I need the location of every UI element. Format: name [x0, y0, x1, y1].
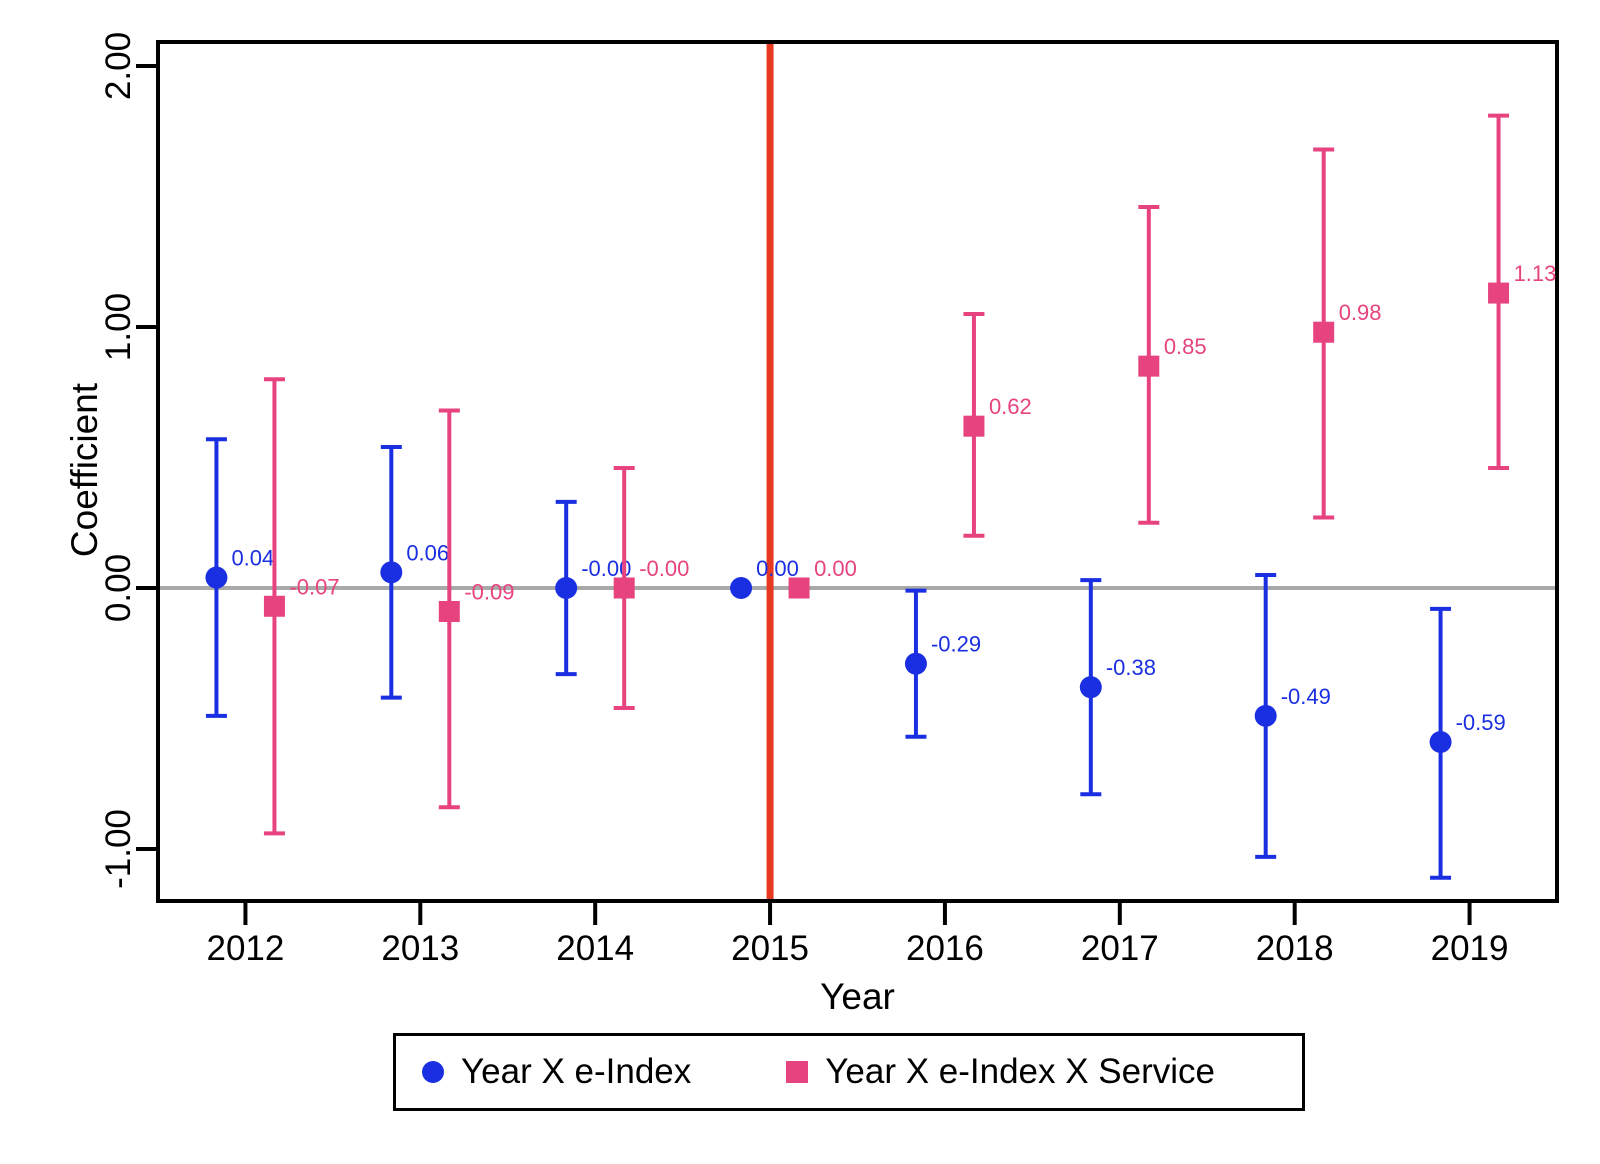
data-point-marker: [1138, 355, 1160, 377]
data-point-marker: [730, 577, 753, 599]
legend: Year X e-Index Year X e-Index X Service: [393, 1033, 1305, 1111]
legend-circle-marker-icon: [422, 1061, 444, 1083]
y-tick-label: 0.00: [99, 554, 138, 622]
data-point-marker: [438, 600, 460, 622]
data-point-label: 0.06: [406, 540, 449, 565]
data-point-label: 0.04: [231, 546, 274, 571]
x-tick-label: 2012: [207, 929, 285, 968]
data-point-label: -0.38: [1106, 655, 1156, 680]
x-tick-label: 2018: [1256, 929, 1334, 968]
data-point-label: -0.09: [464, 579, 514, 604]
data-point-marker: [788, 577, 810, 599]
x-tick-label: 2017: [1081, 929, 1159, 968]
data-point-label: -0.59: [1456, 710, 1506, 735]
data-point-label: 0.62: [989, 394, 1032, 419]
data-point-marker: [1254, 704, 1277, 727]
data-point-label: -0.29: [931, 632, 981, 657]
data-point-marker: [963, 415, 985, 437]
y-tick-label: 2.00: [99, 32, 138, 100]
data-point-marker: [1079, 676, 1102, 699]
data-point-marker: [904, 652, 927, 675]
x-tick-label: 2013: [381, 929, 459, 968]
legend-square-marker-icon: [786, 1061, 809, 1083]
data-point-marker: [613, 577, 635, 599]
legend-item-label: Year X e-Index: [461, 1052, 692, 1091]
x-tick-label: 2015: [731, 929, 809, 968]
x-tick-label: 2016: [906, 929, 984, 968]
data-point-label: -0.07: [289, 574, 339, 599]
data-point-label: -0.49: [1281, 684, 1331, 709]
data-point-label: 0.00: [814, 556, 857, 581]
data-point-marker: [263, 595, 285, 617]
legend-item-e-index: Year X e-Index: [422, 1052, 691, 1092]
data-point-marker: [380, 561, 403, 584]
data-point-marker: [205, 566, 228, 589]
data-point-marker: [555, 577, 578, 599]
data-point-label: -0.00: [639, 556, 689, 581]
legend-item-label: Year X e-Index X Service: [825, 1052, 1216, 1091]
x-tick-label: 2019: [1431, 929, 1509, 968]
data-point-marker: [1488, 282, 1510, 304]
data-point-marker: [1429, 730, 1452, 753]
y-tick-label: 1.00: [99, 293, 138, 361]
data-point-label: 1.13: [1514, 261, 1557, 286]
data-point-label: 0.98: [1339, 300, 1382, 325]
plot-frame: [156, 40, 1559, 903]
x-axis-title: Year: [820, 976, 895, 1017]
legend-item-e-index-service: Year X e-Index X Service: [786, 1052, 1215, 1092]
data-point-label: 0.85: [1164, 334, 1207, 359]
data-point-label: 0.00: [756, 556, 799, 581]
y-tick-label: -1.00: [99, 809, 138, 889]
y-axis-title: Coefficient: [64, 382, 105, 558]
x-tick-label: 2014: [556, 929, 634, 968]
data-point-marker: [1313, 321, 1335, 343]
